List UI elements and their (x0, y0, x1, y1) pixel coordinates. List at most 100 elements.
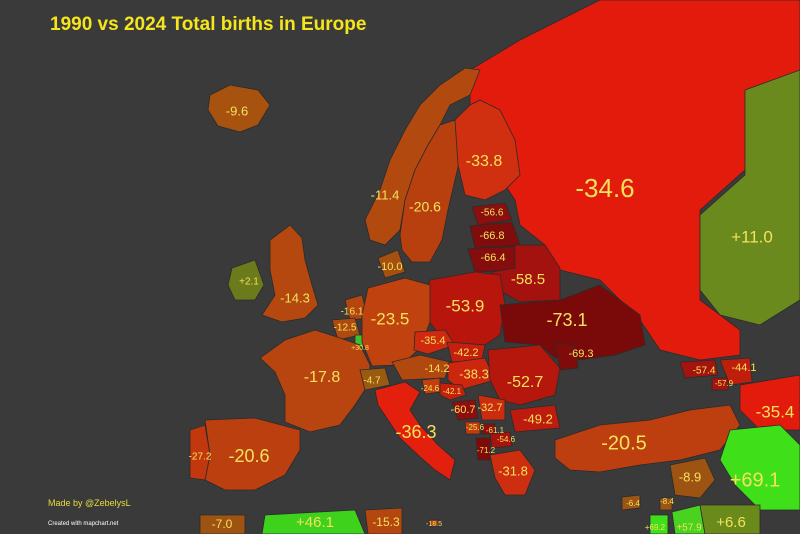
value-label-bosnia: -60.7 (450, 404, 475, 416)
value-label-luxembourg: +30.8 (351, 345, 369, 352)
value-label-hungary: -38.3 (459, 366, 489, 381)
value-label-azerbaijan: -44.1 (731, 362, 756, 374)
region-switzerland (359, 367, 391, 391)
region-uk (261, 224, 319, 323)
value-label-ireland: +2.1 (239, 277, 259, 288)
value-label-moldova: -69.3 (568, 348, 593, 360)
tool-credit: Created with mapchart.net (48, 521, 119, 527)
value-label-portugal: -27.2 (189, 452, 212, 463)
region-turkey (554, 404, 741, 473)
value-label-spain: -20.6 (228, 446, 269, 466)
value-label-italy: -36.3 (395, 422, 436, 442)
value-label-russia: -34.6 (575, 173, 634, 203)
map-title: 1990 vs 2024 Total births in Europe (50, 14, 367, 35)
region-albania (475, 437, 491, 461)
value-label-tunisia: -15.3 (372, 515, 400, 529)
region-cyprus (621, 494, 641, 511)
region-iceland (207, 84, 271, 133)
value-label-denmark: -10.0 (377, 261, 402, 273)
value-label-bulgaria: -49.2 (523, 411, 553, 426)
value-label-poland: -53.9 (446, 296, 485, 315)
value-label-czechia: -35.4 (420, 335, 445, 347)
region-kazakhstan (699, 69, 800, 326)
value-label-lithuania: -66.4 (480, 252, 505, 264)
value-label-kazakhstan: +11.0 (731, 227, 773, 246)
value-label-morocco: -7.0 (212, 517, 233, 531)
region-denmark (377, 249, 406, 279)
value-label-armenia: -57.9 (715, 379, 734, 388)
value-label-kosovo: -61.1 (486, 426, 505, 435)
value-label-belarus: -58.5 (511, 271, 545, 288)
value-label-romania: -52.7 (507, 374, 544, 391)
region-austria (391, 354, 451, 381)
value-label-slovenia: -24.6 (421, 384, 440, 393)
region-montenegro (464, 421, 481, 435)
region-tunisia (364, 507, 403, 534)
value-label-lebanon: -8.4 (660, 497, 674, 506)
value-label-belgium: -12.5 (334, 323, 357, 334)
value-label-cyprus: -6.4 (626, 499, 640, 508)
value-label-estonia: -56.6 (481, 208, 504, 219)
region-morocco (199, 514, 246, 534)
region-malta (429, 519, 439, 527)
value-label-syria: -8.9 (679, 469, 701, 484)
region-france (259, 329, 371, 433)
value-label-slovakia: -42.2 (453, 347, 478, 359)
value-label-latvia: -66.8 (479, 230, 504, 242)
region-italy (374, 381, 456, 481)
value-label-uk: -14.3 (280, 290, 310, 305)
value-label-turkey: -20.5 (601, 432, 647, 454)
value-label-switzerland: -4.7 (363, 376, 381, 387)
value-label-austria: -14.2 (424, 363, 449, 375)
value-label-georgia: -57.4 (693, 366, 716, 377)
region-bosnia (451, 399, 479, 421)
region-saudi (699, 504, 761, 534)
region-czechia (413, 329, 456, 355)
region-belarus (491, 244, 561, 303)
value-label-malta: -18.5 (426, 521, 442, 528)
region-ireland (227, 259, 265, 301)
region-croatia (439, 382, 467, 401)
region-iraq (719, 424, 800, 511)
region-moldova (554, 342, 579, 371)
region-ukraine (499, 284, 646, 361)
value-label-montenegro: -25.6 (466, 423, 485, 432)
value-label-germany: -23.5 (371, 309, 410, 328)
region-syria (669, 457, 716, 499)
region-north-macedonia (489, 431, 513, 449)
region-finland (454, 99, 521, 201)
value-label-france: -17.8 (304, 369, 341, 386)
region-germany (361, 277, 431, 367)
region-georgia (679, 359, 719, 379)
region-hungary (447, 357, 496, 391)
value-label-sweden: -20.6 (409, 199, 441, 215)
region-azerbaijan (719, 357, 753, 386)
value-label-ukraine: -73.1 (546, 310, 587, 330)
region-romania (487, 344, 561, 406)
value-label-israel: +69.2 (645, 523, 666, 532)
value-label-croatia: -42.1 (443, 387, 462, 396)
value-label-serbia: -32.7 (477, 402, 502, 414)
author-credit: Made by @ZebelysL (48, 498, 131, 508)
region-israel (649, 514, 669, 534)
value-label-netherlands: -16.1 (341, 307, 364, 318)
region-lebanon (659, 497, 673, 511)
value-label-greece: -31.8 (498, 463, 528, 478)
region-estonia (471, 202, 513, 226)
region-armenia (711, 377, 729, 391)
region-russia (469, 0, 800, 361)
region-jordan (671, 504, 706, 534)
region-algeria (261, 509, 366, 534)
value-label-iraq: +69.1 (730, 469, 781, 491)
value-label-north-macedonia: -54.6 (497, 435, 516, 444)
region-bulgaria (509, 404, 561, 433)
value-label-albania: -71.2 (477, 446, 496, 455)
value-label-iran: -35.4 (756, 402, 795, 421)
value-label-norway: -11.4 (371, 187, 400, 202)
value-label-finland: -33.8 (466, 153, 503, 170)
region-serbia (477, 394, 506, 421)
region-greece (489, 449, 536, 496)
value-label-algeria: +46.1 (296, 514, 334, 531)
